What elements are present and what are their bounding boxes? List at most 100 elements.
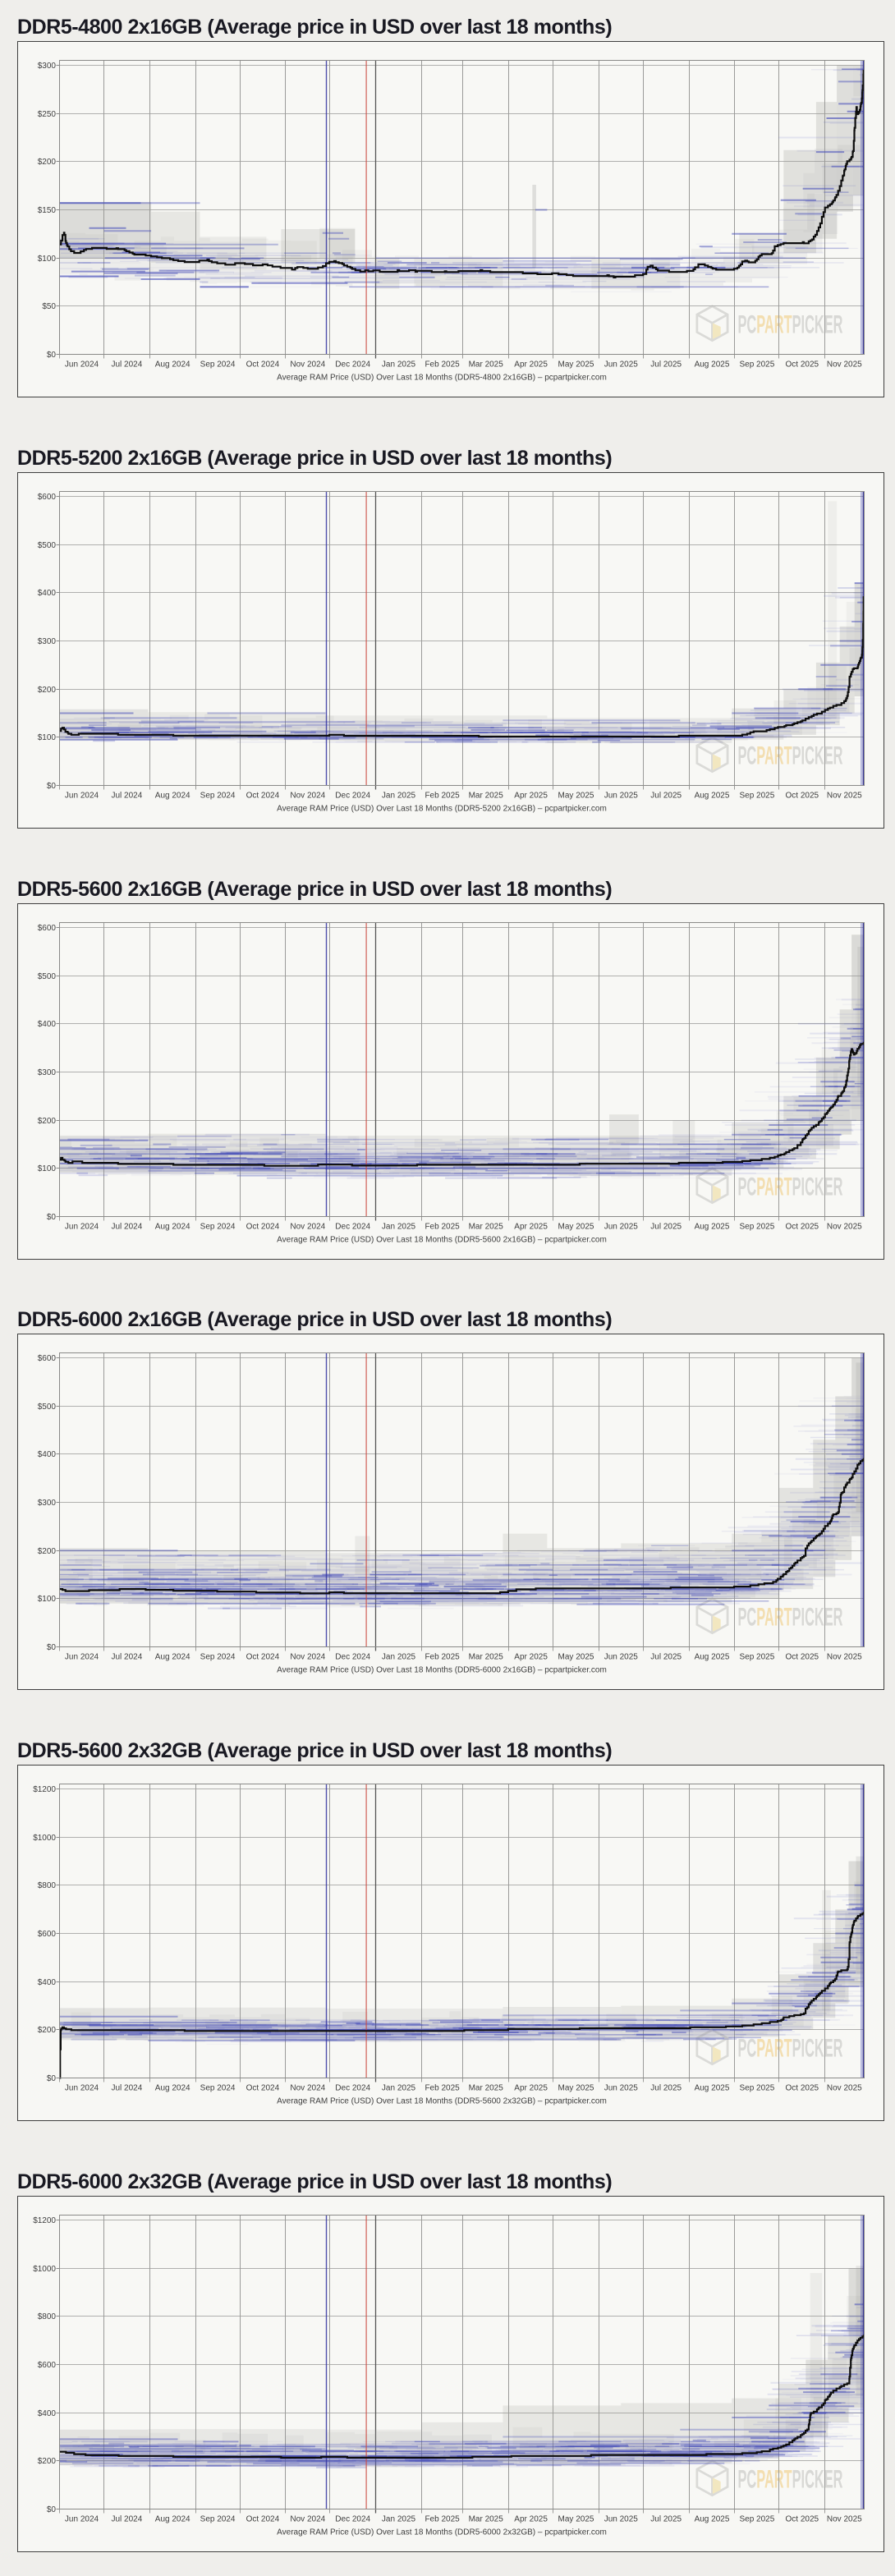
svg-text:Jul 2024: Jul 2024 [111, 2514, 142, 2523]
svg-text:Jul 2025: Jul 2025 [650, 1652, 682, 1661]
svg-text:$0: $0 [47, 2505, 57, 2514]
svg-text:PCPARTPICKER: PCPARTPICKER [738, 1603, 843, 1632]
svg-text:$800: $800 [38, 2312, 57, 2321]
svg-text:Dec 2024: Dec 2024 [335, 2083, 370, 2092]
svg-text:$0: $0 [47, 2074, 57, 2083]
svg-text:Nov 2025: Nov 2025 [827, 2083, 862, 2092]
svg-text:Average RAM Price (USD) Over L: Average RAM Price (USD) Over Last 18 Mon… [277, 2097, 607, 2106]
svg-text:Oct 2025: Oct 2025 [786, 2083, 819, 2092]
svg-text:Aug 2025: Aug 2025 [695, 2514, 730, 2523]
svg-text:Jul 2024: Jul 2024 [111, 2083, 142, 2092]
svg-text:$800: $800 [38, 1881, 57, 1890]
svg-text:Aug 2024: Aug 2024 [155, 2083, 190, 2092]
svg-text:$200: $200 [38, 2026, 57, 2035]
svg-text:Nov 2025: Nov 2025 [827, 360, 862, 369]
svg-text:May 2025: May 2025 [558, 1652, 594, 1661]
svg-text:$1200: $1200 [33, 1785, 56, 1794]
svg-text:Aug 2025: Aug 2025 [695, 1652, 730, 1661]
svg-text:Sep 2024: Sep 2024 [200, 1222, 236, 1231]
svg-text:Jul 2025: Jul 2025 [650, 2514, 682, 2523]
svg-text:Dec 2024: Dec 2024 [335, 1222, 370, 1231]
svg-text:Oct 2024: Oct 2024 [246, 1652, 280, 1661]
svg-text:$600: $600 [38, 493, 57, 502]
svg-text:Oct 2025: Oct 2025 [786, 2514, 819, 2523]
svg-text:$600: $600 [38, 924, 57, 933]
svg-text:$600: $600 [38, 1354, 57, 1363]
svg-text:$500: $500 [38, 541, 57, 550]
svg-text:$600: $600 [38, 2361, 57, 2370]
svg-text:Feb 2025: Feb 2025 [425, 791, 460, 800]
svg-text:Jul 2025: Jul 2025 [650, 791, 682, 800]
svg-text:$600: $600 [38, 1930, 57, 1939]
svg-text:Nov 2025: Nov 2025 [827, 1222, 862, 1231]
svg-text:$500: $500 [38, 972, 57, 981]
svg-text:Oct 2024: Oct 2024 [246, 791, 280, 800]
svg-text:Average RAM Price (USD) Over L: Average RAM Price (USD) Over Last 18 Mon… [277, 1666, 607, 1675]
svg-text:$1000: $1000 [33, 1834, 56, 1843]
svg-text:Sep 2024: Sep 2024 [200, 1652, 236, 1661]
svg-text:Sep 2025: Sep 2025 [739, 360, 774, 369]
svg-text:$300: $300 [38, 637, 57, 646]
svg-text:Nov 2024: Nov 2024 [290, 1652, 325, 1661]
svg-text:Nov 2025: Nov 2025 [827, 2514, 862, 2523]
svg-text:$200: $200 [38, 158, 57, 167]
svg-text:Sep 2025: Sep 2025 [739, 2514, 774, 2523]
svg-text:Nov 2024: Nov 2024 [290, 2083, 325, 2092]
svg-text:May 2025: May 2025 [558, 2083, 594, 2092]
svg-text:$200: $200 [38, 686, 57, 695]
svg-text:Jun 2025: Jun 2025 [604, 791, 639, 800]
svg-text:Apr 2025: Apr 2025 [514, 1652, 548, 1661]
svg-text:May 2025: May 2025 [558, 2514, 594, 2523]
svg-text:$500: $500 [38, 1403, 57, 1412]
svg-text:Sep 2024: Sep 2024 [200, 2514, 236, 2523]
svg-text:Jan 2025: Jan 2025 [382, 360, 416, 369]
svg-text:$100: $100 [38, 1164, 57, 1173]
svg-text:PCPARTPICKER: PCPARTPICKER [738, 2465, 843, 2494]
svg-text:$1200: $1200 [33, 2216, 56, 2225]
svg-text:Nov 2024: Nov 2024 [290, 1222, 325, 1231]
svg-text:$0: $0 [47, 1643, 57, 1652]
svg-text:Jun 2024: Jun 2024 [65, 1652, 99, 1661]
svg-text:$200: $200 [38, 1547, 57, 1556]
svg-text:Jun 2024: Jun 2024 [65, 360, 99, 369]
svg-text:Jan 2025: Jan 2025 [382, 1652, 416, 1661]
svg-text:Oct 2025: Oct 2025 [786, 1652, 819, 1661]
svg-text:Jul 2025: Jul 2025 [650, 1222, 682, 1231]
svg-text:$400: $400 [38, 1978, 57, 1987]
svg-text:$150: $150 [38, 206, 57, 215]
svg-text:Oct 2025: Oct 2025 [786, 360, 819, 369]
svg-text:$50: $50 [42, 302, 56, 311]
svg-text:Apr 2025: Apr 2025 [514, 791, 548, 800]
svg-text:Feb 2025: Feb 2025 [425, 360, 460, 369]
svg-text:May 2025: May 2025 [558, 1222, 594, 1231]
svg-text:Oct 2024: Oct 2024 [246, 2083, 280, 2092]
svg-text:Aug 2025: Aug 2025 [695, 360, 730, 369]
svg-text:Oct 2024: Oct 2024 [246, 2514, 280, 2523]
svg-text:Jul 2025: Jul 2025 [650, 2083, 682, 2092]
svg-text:Apr 2025: Apr 2025 [514, 2514, 548, 2523]
svg-text:Nov 2024: Nov 2024 [290, 2514, 325, 2523]
svg-text:Nov 2025: Nov 2025 [827, 1652, 862, 1661]
svg-text:$200: $200 [38, 1117, 57, 1126]
svg-text:Aug 2024: Aug 2024 [155, 2514, 190, 2523]
svg-text:$100: $100 [38, 1595, 57, 1604]
svg-text:Jun 2025: Jun 2025 [604, 1222, 639, 1231]
svg-text:Oct 2025: Oct 2025 [786, 1222, 819, 1231]
svg-text:Jul 2024: Jul 2024 [111, 360, 142, 369]
svg-text:Sep 2024: Sep 2024 [200, 2083, 236, 2092]
svg-text:Jul 2024: Jul 2024 [111, 1222, 142, 1231]
svg-text:$400: $400 [38, 1450, 57, 1459]
svg-text:$400: $400 [38, 2409, 57, 2418]
svg-text:$200: $200 [38, 2457, 57, 2466]
svg-text:Sep 2024: Sep 2024 [200, 360, 236, 369]
svg-text:Sep 2024: Sep 2024 [200, 791, 236, 800]
svg-text:Jun 2025: Jun 2025 [604, 360, 639, 369]
svg-text:Dec 2024: Dec 2024 [335, 1652, 370, 1661]
svg-text:Aug 2024: Aug 2024 [155, 360, 190, 369]
svg-text:Jun 2024: Jun 2024 [65, 791, 99, 800]
svg-text:Mar 2025: Mar 2025 [469, 360, 504, 369]
svg-text:Average RAM Price (USD) Over L: Average RAM Price (USD) Over Last 18 Mon… [277, 2528, 607, 2537]
svg-text:$300: $300 [38, 1499, 57, 1508]
svg-text:Average RAM Price (USD) Over L: Average RAM Price (USD) Over Last 18 Mon… [277, 805, 607, 814]
svg-text:Sep 2025: Sep 2025 [739, 791, 774, 800]
